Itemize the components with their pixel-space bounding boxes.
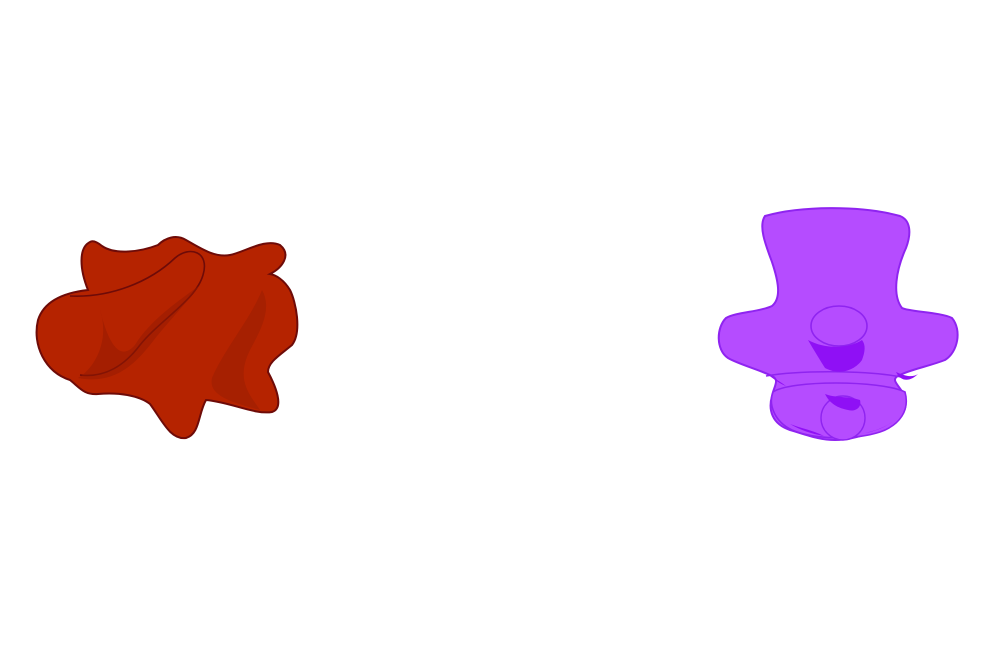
red-blob-shadow: [78, 285, 200, 380]
purple-chair-bottom-shadow: [790, 422, 892, 436]
red-blob-shadow-right: [211, 290, 267, 410]
purple-chair-side-shadow-left: [765, 372, 786, 386]
purple-chair-shape: [717, 207, 959, 442]
purple-chair-seat-line: [765, 371, 907, 379]
red-blob-body: [35, 236, 299, 440]
purple-chair-post-shadow: [808, 340, 865, 372]
purple-chair-post-top: [810, 305, 868, 347]
purple-chair-side-shadow-right: [896, 372, 918, 380]
purple-chair-base-shadow: [825, 394, 861, 411]
red-blob-shape: [35, 236, 299, 440]
